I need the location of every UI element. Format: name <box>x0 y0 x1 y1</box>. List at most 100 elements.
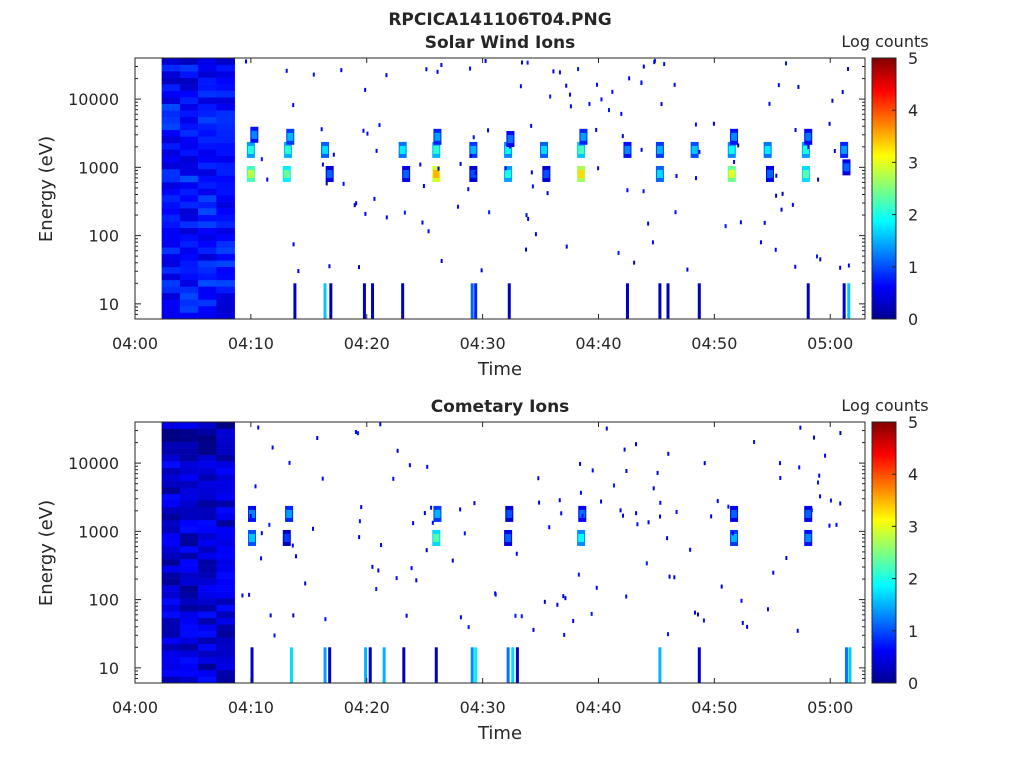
background-cell <box>216 598 235 605</box>
noise-pixel <box>647 520 650 525</box>
background-cell <box>161 650 181 658</box>
background-cell <box>179 240 199 248</box>
noise-pixel <box>410 566 413 571</box>
noise-pixel <box>656 470 659 475</box>
noise-pixel <box>645 561 648 566</box>
noise-pixel <box>297 269 300 274</box>
background-cell <box>198 565 217 573</box>
noise-pixel <box>292 103 295 108</box>
background-cell <box>198 292 217 300</box>
background-cell <box>179 467 199 475</box>
noise-pixel <box>385 73 388 78</box>
noise-pixel <box>532 627 535 632</box>
count-spot-core <box>434 509 441 518</box>
background-cell <box>161 155 181 163</box>
noise-pixel <box>819 494 822 499</box>
colorbar-label: Log counts <box>841 32 928 51</box>
noise-pixel <box>605 426 608 431</box>
noise-pixel <box>371 564 374 569</box>
background-cell <box>179 77 199 85</box>
background-cell <box>161 90 181 98</box>
background-cell <box>198 669 217 677</box>
noise-pixel <box>405 613 408 618</box>
background-cell <box>179 578 199 586</box>
background-cell <box>179 188 199 196</box>
background-cell <box>179 435 199 442</box>
background-cell <box>179 656 199 664</box>
background-cell <box>216 286 235 294</box>
background-cell <box>179 624 199 632</box>
noise-pixel <box>698 149 701 154</box>
background-cell <box>216 532 235 540</box>
background-cell <box>161 123 181 131</box>
background-cell <box>216 253 235 261</box>
background-cell <box>161 643 181 651</box>
noise-pixel <box>600 97 603 102</box>
background-cell <box>198 84 217 91</box>
count-spot-core <box>326 169 333 178</box>
background-cell <box>179 669 199 677</box>
noise-pixel <box>342 181 345 186</box>
background-cell <box>198 506 217 514</box>
background-cell <box>161 474 181 482</box>
background-cell <box>216 591 235 599</box>
x-tick-label: 04:10 <box>228 334 274 353</box>
background-cell <box>216 611 235 619</box>
background-cell <box>198 539 217 547</box>
background-cell <box>198 487 217 495</box>
noise-pixel <box>358 535 361 540</box>
background-cell <box>198 201 217 209</box>
noise-pixel <box>653 60 656 65</box>
background-cell <box>198 513 217 521</box>
colorbar-tick-label: 3 <box>908 153 918 172</box>
background-cell <box>198 630 217 638</box>
background-cell <box>198 221 217 228</box>
noise-pixel <box>694 122 697 127</box>
noise-pixel <box>847 66 850 71</box>
count-spot-core <box>656 145 663 154</box>
background-cell <box>198 500 217 508</box>
noise-pixel <box>440 259 443 264</box>
noise-pixel <box>380 543 383 548</box>
background-cell <box>198 97 217 104</box>
background-cell <box>179 480 199 488</box>
background-cell <box>179 260 199 268</box>
count-spot-core <box>728 145 735 154</box>
noise-pixel <box>663 62 666 67</box>
noise-pixel <box>426 464 429 469</box>
background-cell <box>179 506 199 514</box>
y-tick-label: 100 <box>88 591 119 610</box>
noise-pixel <box>794 128 797 133</box>
count-spot-core <box>249 509 256 518</box>
x-tick-label: 04:30 <box>460 698 506 717</box>
noise-pixel <box>515 551 518 556</box>
background-cell <box>198 155 217 163</box>
background-cell <box>216 181 235 189</box>
noise-pixel <box>552 69 555 74</box>
background-cell <box>216 273 235 281</box>
noise-pixel <box>640 147 643 152</box>
noise-pixel <box>520 614 523 619</box>
noise-pixel <box>812 435 815 440</box>
noise-pixel <box>716 499 719 504</box>
background-cell <box>179 630 199 638</box>
low-energy-bar <box>697 283 701 319</box>
background-cell <box>161 77 181 85</box>
noise-pixel <box>473 501 476 506</box>
low-energy-bar <box>328 647 332 683</box>
noise-pixel <box>325 181 328 186</box>
noise-pixel <box>356 431 359 436</box>
noise-pixel <box>612 483 615 488</box>
noise-pixel <box>766 607 769 612</box>
background-cell <box>198 435 217 442</box>
background-cell <box>216 58 235 65</box>
noise-pixel <box>530 170 533 175</box>
background-cell <box>216 604 235 612</box>
background-cell <box>216 240 235 248</box>
count-spot-core <box>505 533 512 542</box>
count-spot-core <box>578 169 585 178</box>
background-cell <box>216 312 235 320</box>
noise-pixel <box>739 220 742 225</box>
noise-pixel <box>579 461 582 466</box>
count-spot-core <box>249 533 256 542</box>
